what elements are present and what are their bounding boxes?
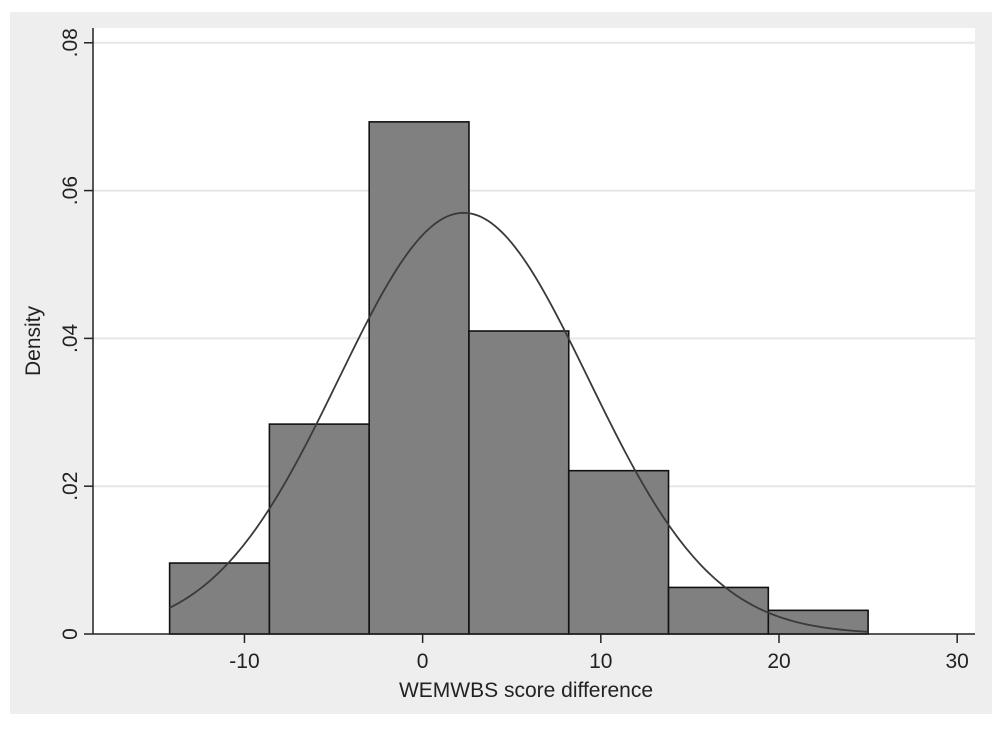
histogram-bar — [667, 586, 770, 635]
y-tick-label: .04 — [59, 323, 82, 353]
histogram-bar — [368, 121, 470, 635]
x-tick-label: 30 — [946, 650, 969, 673]
histogram-bars — [168, 121, 869, 635]
x-tick-label: -10 — [229, 650, 259, 673]
histogram-bar — [468, 330, 570, 635]
x-tick-label: 10 — [589, 650, 612, 673]
x-tick-label: 20 — [767, 650, 790, 673]
normal-density-curve — [169, 211, 869, 633]
chart-frame: -10 0 10 20 30 0 .02 .04 .06 .08 WEMWBS score di… — [10, 12, 992, 714]
y-tick-label: .08 — [59, 28, 82, 57]
histogram-chart: -10 0 10 20 30 0 .02 .04 .06 .08 WEMWBS score di… — [22, 28, 975, 702]
x-axis-title: WEMWBS score difference — [399, 679, 653, 702]
normal-density-curve-group — [169, 211, 869, 633]
x-tick-label: 0 — [417, 650, 429, 673]
y-axis-ticks: 0 .02 .04 .06 .08 — [59, 28, 93, 640]
y-tick-label: .02 — [59, 472, 82, 501]
x-axis-ticks: -10 0 10 20 30 — [229, 634, 969, 673]
y-tick-label: 0 — [59, 628, 82, 640]
histogram-bar — [268, 423, 370, 635]
y-axis-title: Density — [22, 305, 45, 376]
axes — [92, 28, 975, 635]
y-tick-label: .06 — [59, 176, 82, 205]
histogram-bar — [567, 469, 670, 635]
